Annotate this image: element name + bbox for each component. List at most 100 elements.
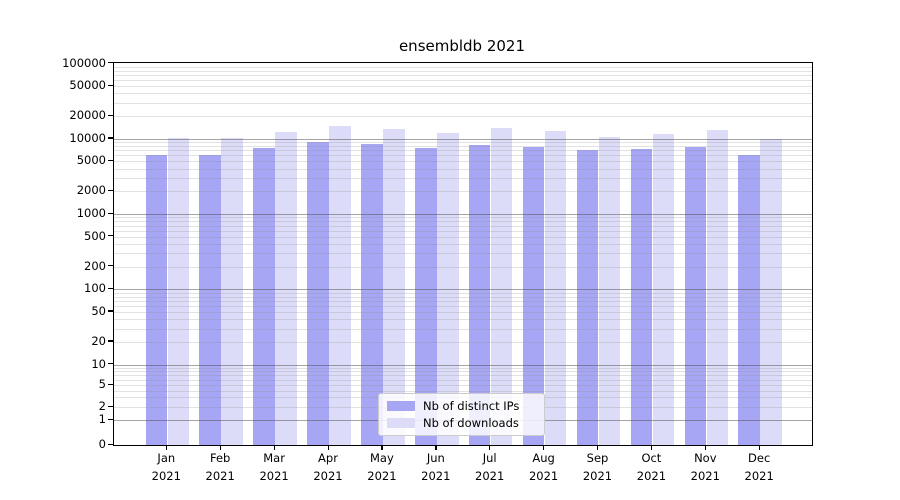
gridline-minor: [114, 379, 812, 381]
x-tick-month: Aug: [532, 451, 555, 465]
gridline-minor: [114, 266, 812, 268]
bar-downloads-feb: [221, 137, 243, 445]
y-axis-tick-label: 1: [98, 412, 106, 426]
bar-downloads-aug: [544, 131, 567, 445]
x-axis-tick-label: Apr 2021: [298, 450, 358, 485]
x-tick-year: 2021: [259, 468, 289, 483]
x-tick-month: May: [370, 451, 394, 465]
x-tick-year: 2021: [528, 468, 559, 483]
gridline-minor: [114, 390, 812, 392]
gridline-minor: [114, 66, 812, 68]
legend-swatch-downloads: [387, 418, 415, 428]
gridline-minor: [114, 116, 812, 118]
bar-distinct-ips-jul: [468, 145, 491, 445]
bar-distinct-ips-dec: [738, 155, 760, 445]
y-axis-tick-label: 2000: [76, 183, 106, 198]
y-axis-tick-label: 1000: [76, 206, 106, 220]
gridline-minor: [114, 86, 812, 88]
gridline-minor: [114, 155, 812, 157]
y-axis-tick-mark: [108, 84, 113, 86]
y-axis-tick-mark: [108, 114, 113, 116]
x-axis-tick-label: Feb 2021: [190, 450, 250, 485]
y-axis-tick-label: 500: [84, 228, 106, 243]
bar-downloads-jul: [490, 127, 513, 445]
gridline-minor: [114, 191, 812, 193]
y-axis-tick-label: 5000: [76, 153, 106, 168]
y-axis-tick-mark: [108, 405, 113, 407]
x-axis-tick-mark: [165, 445, 168, 450]
x-tick-year: 2021: [636, 468, 667, 483]
gridline-minor: [114, 230, 812, 232]
x-tick-month: Apr: [318, 451, 338, 465]
y-axis-tick-mark: [108, 310, 113, 312]
x-tick-year: 2021: [690, 468, 720, 483]
x-axis-tick-mark: [543, 445, 545, 450]
y-axis-tick-label: 10000: [69, 130, 106, 145]
bar-distinct-ips-apr: [307, 142, 329, 445]
gridline-minor: [114, 243, 812, 245]
y-axis-tick-mark: [108, 137, 113, 139]
gridline-minor: [114, 292, 812, 294]
x-tick-month: Jun: [426, 451, 445, 465]
gridline-minor: [114, 146, 812, 148]
bar-downloads-mar: [275, 131, 297, 445]
x-tick-year: 2021: [582, 468, 613, 483]
x-axis-tick-label: Jun 2021: [406, 450, 466, 485]
x-axis-tick-mark: [273, 445, 275, 450]
x-axis-tick-label: Aug 2021: [514, 450, 574, 485]
y-axis-tick-mark: [108, 189, 113, 192]
y-axis-tick-mark: [108, 212, 113, 214]
y-axis-tick-mark: [108, 383, 113, 386]
gridline-minor: [114, 375, 812, 377]
y-axis-tick-label: 10: [91, 356, 106, 371]
y-axis-tick-label: 50000: [69, 78, 106, 93]
y-axis-tick-mark: [108, 363, 113, 365]
gridline-minor: [114, 328, 812, 330]
x-axis-tick-mark: [650, 445, 653, 450]
gridline-minor: [114, 225, 812, 227]
bar-distinct-ips-mar: [253, 148, 275, 445]
gridline-minor: [114, 253, 812, 255]
gridline-minor: [114, 142, 812, 144]
x-tick-month: Feb: [210, 451, 231, 465]
legend-swatch-distinct-ips: [387, 401, 415, 411]
legend: Nb of distinct IPs Nb of downloads: [378, 393, 545, 436]
gridline-minor: [114, 371, 812, 373]
legend-label-downloads: Nb of downloads: [423, 415, 519, 430]
x-tick-year: 2021: [205, 468, 235, 483]
x-axis-tick-label: Sep 2021: [568, 450, 628, 485]
plot-area: [113, 62, 813, 446]
x-axis-tick-label: Jul 2021: [460, 450, 520, 485]
legend-label-distinct-ips: Nb of distinct IPs: [423, 398, 520, 413]
gridline-minor: [114, 296, 812, 298]
gridline-major: [114, 289, 812, 291]
y-axis-tick-label: 0: [98, 437, 106, 451]
gridline-minor: [114, 300, 812, 302]
y-axis-tick-label: 5: [98, 377, 106, 392]
gridline-minor: [114, 102, 812, 104]
y-axis-tick-mark: [108, 340, 113, 342]
gridline-minor: [114, 311, 812, 313]
x-axis-tick-label: Oct 2021: [621, 450, 681, 485]
gridline-minor: [114, 80, 812, 82]
gridline-minor: [114, 341, 812, 343]
y-axis-tick-mark: [108, 265, 113, 267]
bar-distinct-ips-may: [361, 144, 383, 445]
bar-downloads-dec: [760, 138, 782, 445]
y-axis-tick-label: 200: [84, 258, 106, 273]
bar-distinct-ips-jan: [145, 155, 168, 445]
gridline-major: [114, 138, 812, 140]
gridline-major: [114, 214, 812, 215]
x-axis-tick-mark: [597, 445, 599, 450]
bar-downloads-nov: [706, 130, 729, 445]
x-axis-tick-label: Mar 2021: [244, 450, 304, 485]
x-tick-month: Sep: [586, 451, 609, 465]
bar-distinct-ips-nov: [684, 146, 707, 445]
x-axis-tick-label: May 2021: [352, 450, 412, 485]
x-tick-year: 2021: [475, 468, 505, 483]
bar-downloads-jun: [437, 132, 459, 445]
y-axis-tick-label: 20000: [69, 108, 106, 123]
gridline-minor: [114, 178, 812, 180]
y-axis-tick-label: 100: [84, 281, 106, 296]
